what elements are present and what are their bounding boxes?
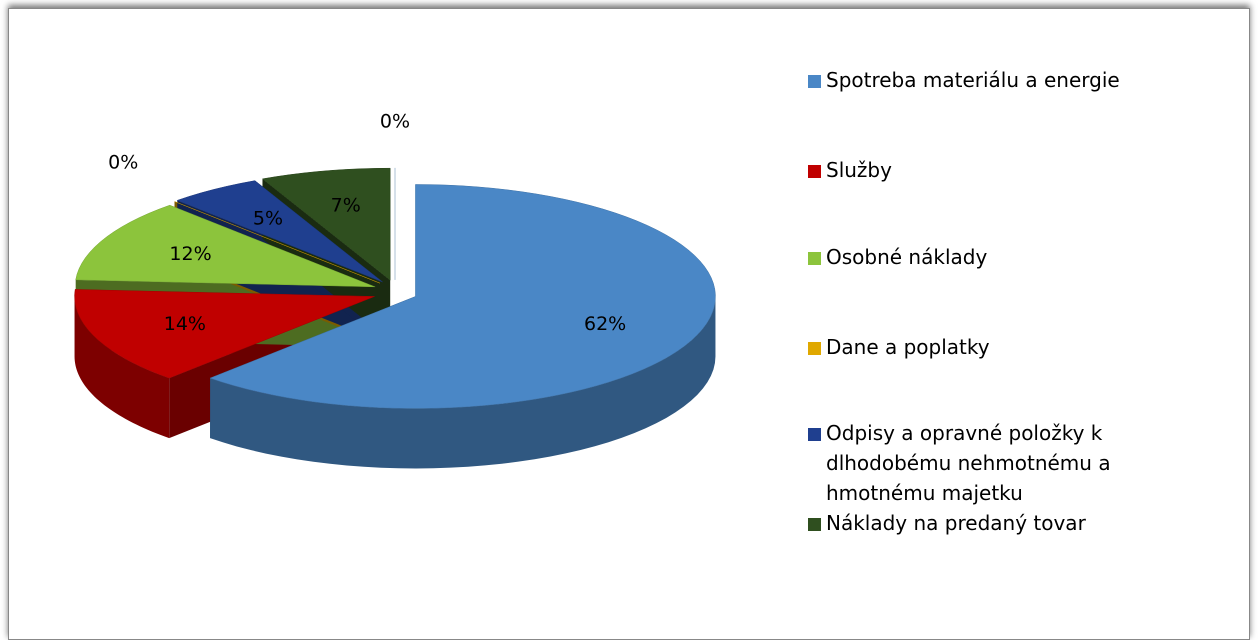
data-label: 14%	[164, 313, 206, 335]
slice-tops	[74, 167, 716, 409]
legend-swatch	[808, 428, 821, 441]
legend-entry: Odpisy a opravné položky k dlhodobému ne…	[808, 418, 1156, 508]
slice	[174, 201, 381, 284]
data-label: 7%	[331, 194, 361, 216]
slice-sides	[74, 296, 716, 469]
legend-swatch	[808, 165, 821, 178]
legend-label: Odpisy a opravné položky k dlhodobému ne…	[826, 421, 1111, 505]
slice-side	[210, 296, 716, 469]
legend-swatch	[808, 252, 821, 265]
legend-entry: Osobné náklady	[808, 242, 1156, 272]
legend-label: Dane a poplatky	[826, 335, 990, 359]
legend-swatch	[808, 75, 821, 88]
legend-entry: Spotreba materiálu a energie	[808, 65, 1156, 95]
slice	[261, 167, 391, 281]
legend-entry: Dane a poplatky	[808, 332, 1156, 362]
legend-label: Spotreba materiálu a energie	[826, 68, 1120, 92]
legend-label: Služby	[826, 158, 892, 182]
data-label: 62%	[584, 313, 626, 335]
data-label: 0%	[108, 152, 138, 174]
slice-side	[74, 296, 170, 439]
legend-swatch	[808, 342, 821, 355]
legend-swatch	[808, 518, 821, 531]
legend-entry: Služby	[808, 155, 1156, 185]
slice	[209, 184, 716, 409]
slice	[74, 289, 375, 379]
legend-label: Osobné náklady	[826, 245, 988, 269]
data-label: 5%	[253, 208, 283, 230]
slice	[176, 180, 383, 283]
slice	[75, 204, 376, 288]
legend-label: Náklady na predaný tovar	[826, 511, 1086, 535]
data-label: 0%	[380, 110, 410, 132]
data-label: 12%	[169, 243, 211, 265]
legend-entry: Náklady na predaný tovar	[808, 508, 1156, 538]
